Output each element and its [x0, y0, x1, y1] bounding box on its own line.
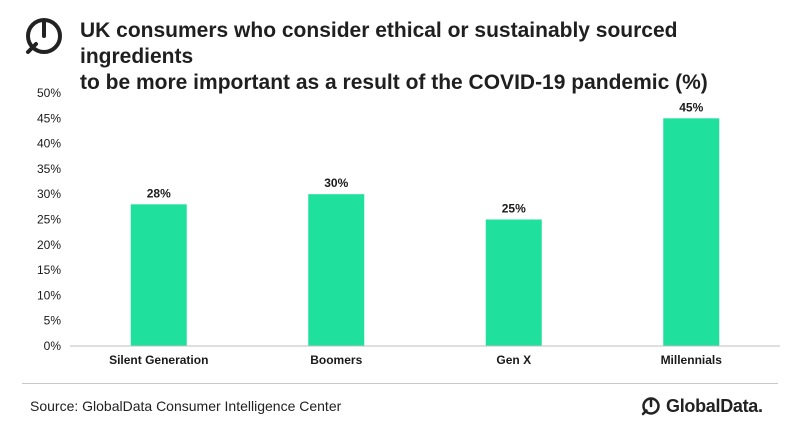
source-note: Source: GlobalData Consumer Intelligence…: [30, 398, 342, 414]
globaldata-logo-icon: [26, 18, 62, 54]
y-tick-label: 10%: [37, 288, 61, 302]
brand-name: GlobalData.: [666, 395, 763, 416]
data-label: 30%: [324, 176, 348, 190]
x-tick-label: Boomers: [310, 353, 362, 367]
y-tick-label: 50%: [37, 86, 61, 100]
y-tick-label: 30%: [37, 187, 61, 201]
data-label: 28%: [147, 186, 171, 200]
y-tick-label: 20%: [37, 238, 61, 252]
bar: [130, 204, 187, 346]
y-tick-label: 35%: [37, 162, 61, 176]
bar: [308, 194, 365, 346]
y-tick-label: 25%: [37, 213, 61, 227]
y-tick-label: 40%: [37, 137, 61, 151]
chart-title-line-1: UK consumers who consider ethical or sus…: [80, 19, 678, 68]
x-tick-label: Millennials: [661, 353, 723, 367]
x-tick-label: Gen X: [496, 353, 531, 367]
data-label: 25%: [502, 202, 526, 216]
x-tick-label: Silent Generation: [109, 353, 208, 367]
chart-title: UK consumers who consider ethical or sus…: [80, 18, 780, 96]
y-tick-label: 45%: [37, 111, 61, 125]
footer-divider: [22, 383, 778, 384]
bar: [485, 219, 542, 346]
bar-chart: 0% 5% 10% 15% 20% 25% 30% 35% 40% 45% 50% 28% Silent…: [37, 86, 780, 367]
data-label: 45%: [679, 100, 703, 114]
y-tick-label: 0%: [44, 339, 62, 353]
y-tick-label: 5%: [44, 314, 62, 328]
brand-logo: GlobalData.: [640, 392, 763, 420]
y-tick-label: 15%: [37, 263, 61, 277]
chart-title-line-2: to be more important as a result of the …: [80, 71, 708, 94]
globaldata-brand-icon: [641, 397, 660, 416]
bar: [663, 118, 720, 346]
